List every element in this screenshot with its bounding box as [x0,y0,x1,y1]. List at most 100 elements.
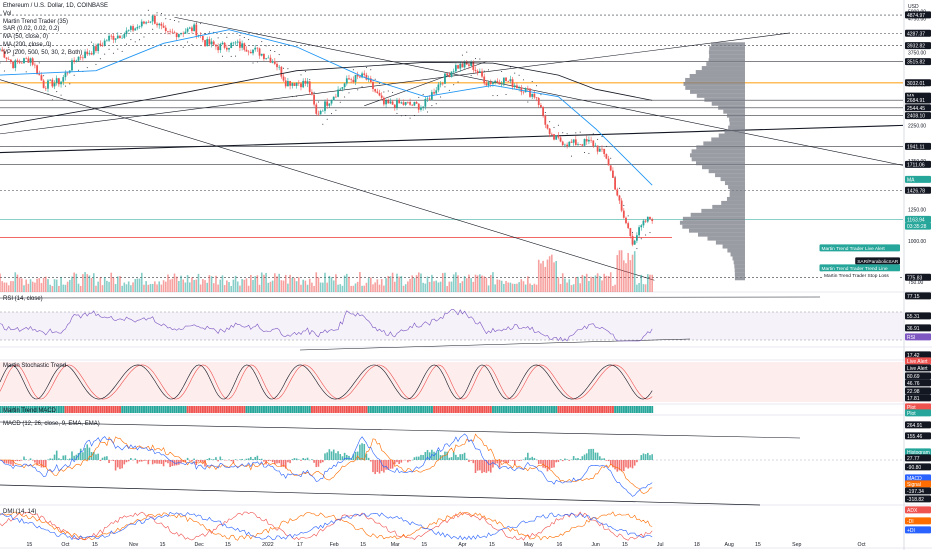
macd-histogram-bar [455,454,457,460]
trend-macd-label[interactable]: Martin Trend MACD [3,408,57,414]
candle-body [354,74,357,83]
candle-body [435,90,438,94]
trend-macd-bar [596,406,599,413]
trend-macd-bar [276,406,279,413]
rsi-label[interactable]: RSI (14, close) [3,296,43,302]
volume-bar [424,283,427,292]
symbol-title[interactable]: Ethereum / U.S. Dollar, 1D, COINBASE [3,3,109,9]
volume-bar [380,279,383,292]
price-pane[interactable]: Martin Trend Trader Live AlertSAR/Parabo… [0,9,904,292]
dmi-label[interactable]: DMI (14, 14) [3,509,37,515]
trend-macd-bar [47,406,49,413]
trend-macd-bar [393,406,396,413]
candle-body [326,101,329,106]
volume-profile-bar [729,189,745,193]
macd-histogram-bar [21,460,23,461]
stoch-badge-text: 46.76 [907,381,920,387]
trend-macd-pane[interactable] [0,406,654,413]
trend-macd-bar [424,406,427,413]
trend-macd-bar [498,406,501,413]
volume-bar [3,282,6,292]
candle-body [114,38,117,40]
volume-bar [302,279,304,292]
trend-macd-bar [646,406,649,413]
volume-bar [472,281,475,292]
macd-histogram-bar [642,453,645,460]
stochastic-label[interactable]: Martin Stochastic Trend [3,363,67,369]
volume-bar [298,277,300,292]
macd-histogram-bar [3,460,6,464]
trend-macd-bar [44,406,47,413]
candle-body [343,83,346,88]
trend-macd-bar [649,406,651,413]
candle-body [134,28,137,31]
legend-volume[interactable]: Vol [3,10,12,17]
trend-macd-bar [620,406,623,413]
candle-body [103,40,106,46]
volume-bar [212,283,215,292]
trend-macd-bar [136,406,139,413]
macd-histogram-bar [199,460,202,463]
legend-ma50[interactable]: MA (50, close, 0) [3,34,49,41]
macd-histogram-bar [383,460,385,473]
candle-body [500,83,503,85]
stoch-badge [905,394,931,402]
time-scale[interactable]: 15 Oct 15 Nov 15 Dec 15 2022 17 Feb 15 Mar 15 Apr 15 Ma… [27,542,867,548]
volume-bar [125,284,128,292]
macd-label[interactable]: MACD (12, 26, close, 9, EMA, EMA) [3,421,100,427]
macd-histogram-bar [509,460,512,461]
macd-histogram-bar [376,460,379,472]
trend-macd-bar [354,406,357,413]
time-tick-label: Aug [725,542,734,548]
sar-dot [605,145,607,147]
time-tick-label: 15 [489,542,495,548]
volume-bar [498,279,501,292]
trend-macd-bar [513,406,516,413]
volume-bar [629,260,632,292]
legend-sar[interactable]: SAR (0.02, 0.02, 0.2) [3,26,60,33]
macd-histogram-bar [295,458,298,460]
stochastic-pane[interactable] [0,362,903,402]
macd-histogram-bar [97,453,99,460]
dmi-pane[interactable] [0,511,653,541]
macd-histogram-bar [86,444,89,460]
trend-macd-bar [520,406,523,413]
volume-bar [649,274,651,292]
legend-volume-profile[interactable]: VP (200, 500, 50, 30, 2, Both) [3,49,83,56]
volume-bar [483,276,486,292]
legend-ma200[interactable]: MA (200, close, 0) [3,41,52,48]
trend-macd-bar [531,406,534,413]
trend-macd-bar [95,406,97,413]
volume-bar [356,281,359,292]
candle-body [108,35,110,41]
candle-body [175,32,178,38]
candle-body [247,51,250,53]
macd-histogram-bar [555,460,557,463]
sar-dot [400,115,402,117]
volume-bar [513,283,516,292]
candle-body [581,144,584,146]
rsi-pane[interactable] [0,296,903,351]
price-scale[interactable]: 5000.004750.004250.003750.003000.002250.… [905,4,931,534]
candle-body [55,78,58,84]
trend-macd-bar [450,406,453,413]
macd-histogram-bar [446,451,448,460]
macd-pane[interactable] [0,421,903,506]
candle-body [361,73,363,78]
sar-dot [461,54,463,56]
macd-histogram-bar [53,454,56,460]
time-tick-label: 15 [27,542,33,548]
macd-signal-line [0,433,653,494]
trend-macd-bar [217,406,220,413]
candle-body [612,170,614,178]
macd-histogram-bar [16,460,19,462]
macd-histogram-bar [291,459,294,460]
legend-martin-trend-trader[interactable]: Martin Trend Trader (35) [3,18,69,25]
macd-histogram-bar [7,460,10,464]
sar-dot [143,36,145,38]
sar-dot [623,204,625,206]
volume-profile-bar [718,133,745,138]
trend-macd-bar [302,406,305,413]
price-badge [905,160,931,168]
